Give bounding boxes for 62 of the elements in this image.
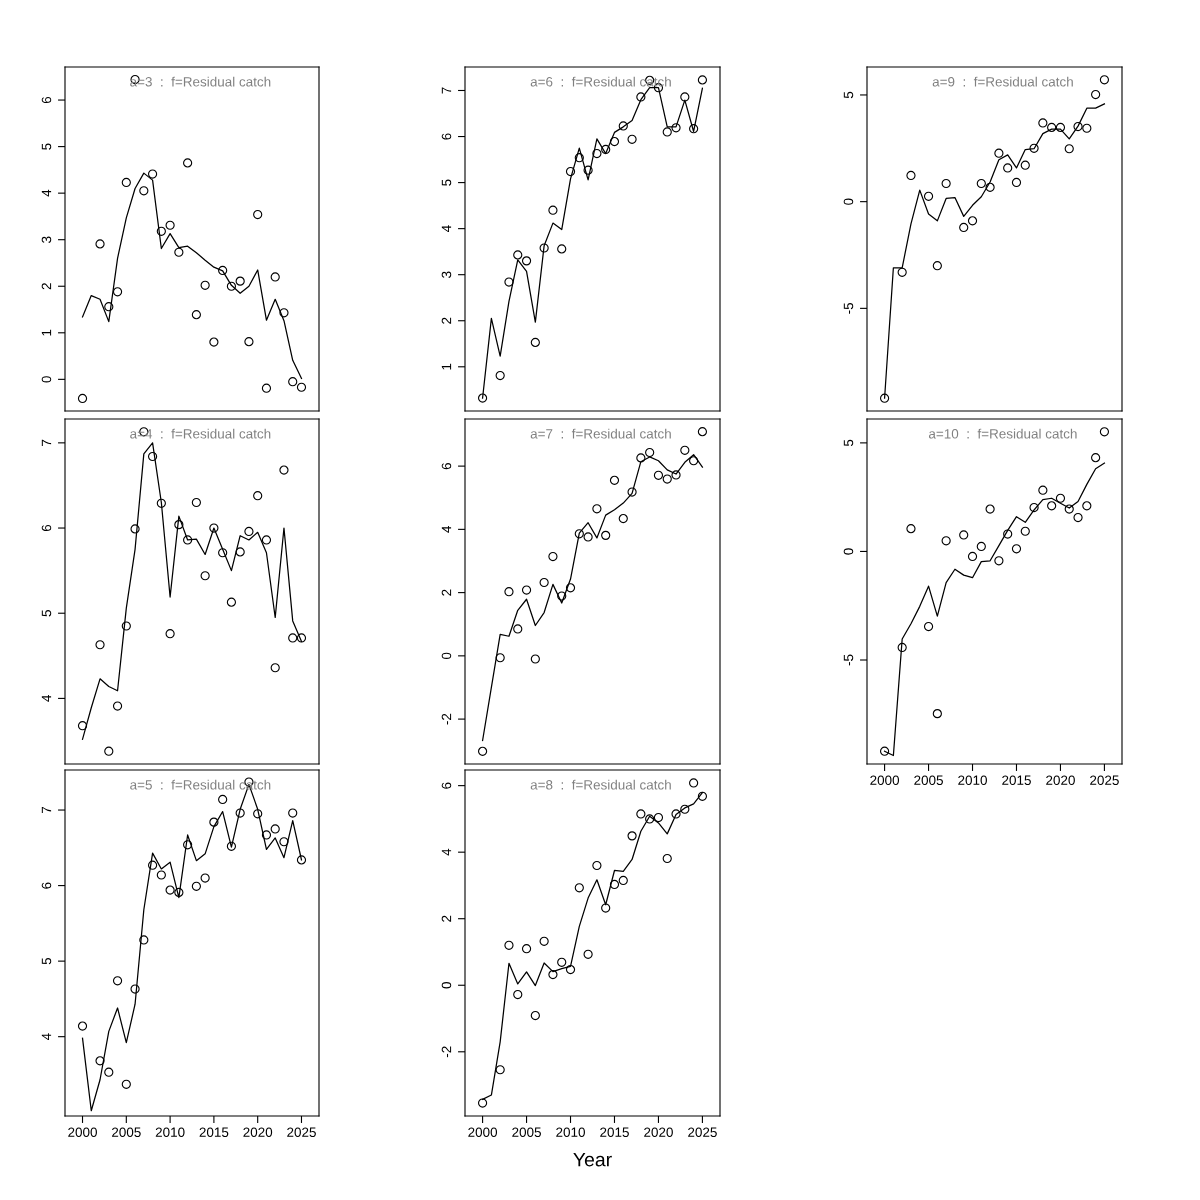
y-tick-label: 4 bbox=[441, 526, 452, 533]
y-tick-label: 7 bbox=[41, 439, 52, 446]
y-tick-label: 3 bbox=[441, 271, 452, 278]
x-tick-label: 2025 bbox=[287, 1127, 316, 1138]
y-tick-label: -5 bbox=[843, 302, 854, 314]
y-tick-label: -2 bbox=[441, 1046, 452, 1058]
y-tick-label: 1 bbox=[41, 329, 52, 336]
y-tick-label: 5 bbox=[41, 957, 52, 965]
x-axis-title: Year bbox=[573, 1152, 612, 1167]
text: a=9 : f=Residual catch bbox=[932, 76, 1073, 87]
x-tick-label: 2010 bbox=[556, 1127, 585, 1138]
x-tick-label: 2015 bbox=[600, 1127, 629, 1138]
y-tick-label: 6 bbox=[441, 782, 452, 789]
text: a=7 : f=Residual catch bbox=[530, 428, 671, 439]
y-tick-label: -5 bbox=[843, 654, 854, 666]
y-tick-label: 4 bbox=[441, 225, 452, 233]
x-tick-label: 2000 bbox=[468, 1127, 498, 1138]
y-tick-label: 7 bbox=[441, 87, 452, 94]
y-tick-label: 5 bbox=[843, 91, 854, 99]
x-tick-label: 2015 bbox=[1002, 775, 1031, 786]
y-tick-label: 2 bbox=[441, 915, 452, 922]
text: a=10 : f=Residual catch bbox=[928, 428, 1077, 439]
y-tick-label: 0 bbox=[441, 652, 452, 660]
y-tick-label: 4 bbox=[41, 189, 52, 197]
text: a=8 : f=Residual catch bbox=[530, 779, 671, 790]
x-tick-label: 2020 bbox=[644, 1127, 673, 1138]
y-tick-label: 6 bbox=[441, 133, 452, 140]
text: a=3 : f=Residual catch bbox=[130, 76, 271, 87]
y-tick-label: 5 bbox=[843, 439, 854, 447]
x-tick-label: 2005 bbox=[512, 1127, 541, 1138]
x-tick-label: 2005 bbox=[914, 775, 943, 786]
x-tick-label: 2005 bbox=[112, 1127, 141, 1138]
y-tick-label: -2 bbox=[441, 713, 452, 725]
x-tick-label: 2015 bbox=[199, 1127, 229, 1138]
y-tick-label: 0 bbox=[843, 548, 854, 555]
y-tick-label: 6 bbox=[41, 882, 52, 889]
y-tick-label: 0 bbox=[441, 982, 452, 989]
x-tick-label: 2000 bbox=[68, 1127, 97, 1138]
y-tick-label: 5 bbox=[441, 179, 452, 186]
y-tick-label: 0 bbox=[843, 198, 854, 205]
x-tick-label: 2010 bbox=[958, 775, 987, 786]
y-tick-label: 5 bbox=[41, 143, 52, 150]
x-tick-label: 2020 bbox=[243, 1127, 273, 1138]
y-tick-label: 6 bbox=[441, 462, 452, 470]
y-tick-label: 1 bbox=[441, 363, 452, 370]
y-tick-label: 6 bbox=[41, 524, 52, 532]
x-tick-label: 2025 bbox=[1090, 775, 1119, 786]
y-tick-label: 2 bbox=[441, 317, 452, 324]
y-tick-label: 6 bbox=[41, 96, 52, 104]
y-tick-label: 4 bbox=[41, 1033, 52, 1041]
y-tick-label: 5 bbox=[41, 610, 52, 617]
y-tick-label: 0 bbox=[41, 376, 52, 383]
y-tick-label: 4 bbox=[441, 848, 452, 856]
y-tick-label: 3 bbox=[41, 236, 52, 243]
y-tick-label: 4 bbox=[41, 695, 52, 702]
y-tick-label: 7 bbox=[41, 806, 52, 814]
y-tick-label: 2 bbox=[441, 589, 452, 596]
x-tick-label: 2025 bbox=[688, 1127, 717, 1138]
x-tick-label: 2020 bbox=[1046, 775, 1075, 786]
x-tick-label: 2000 bbox=[870, 775, 900, 786]
y-tick-label: 2 bbox=[41, 283, 52, 290]
x-tick-label: 2010 bbox=[155, 1127, 185, 1138]
